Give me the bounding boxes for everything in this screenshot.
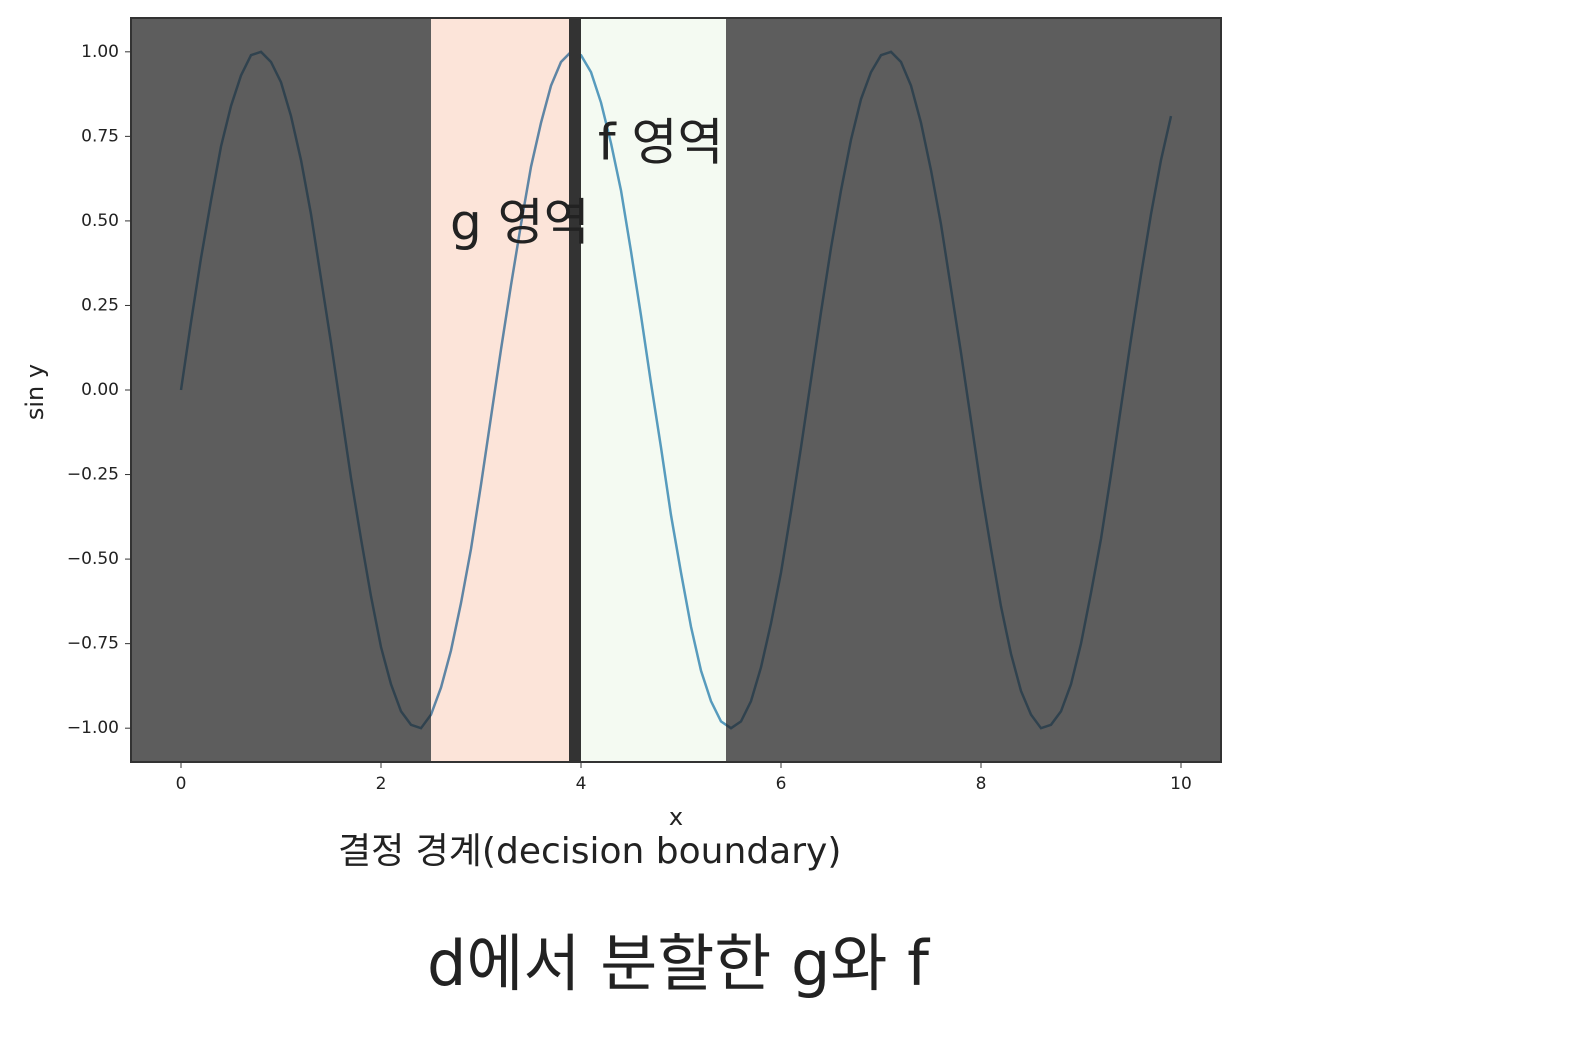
region bbox=[569, 18, 581, 762]
x-axis-label: x bbox=[669, 803, 683, 831]
region-label: f 영역 bbox=[598, 114, 724, 172]
chart-title: d에서 분할한 g와 f bbox=[427, 927, 931, 1000]
outside-shade bbox=[131, 18, 431, 762]
y-tick-label: 0.75 bbox=[81, 126, 119, 146]
y-tick-label: 0.50 bbox=[81, 211, 119, 231]
region-label: 결정 경계(decision boundary) bbox=[338, 831, 841, 872]
x-tick-label: 10 bbox=[1170, 774, 1192, 794]
y-tick-label: −0.75 bbox=[67, 634, 119, 654]
x-tick-label: 8 bbox=[976, 774, 987, 794]
region bbox=[581, 18, 726, 762]
x-tick-label: 4 bbox=[576, 774, 587, 794]
y-tick-label: 0.25 bbox=[81, 295, 119, 315]
y-tick-label: −0.50 bbox=[67, 549, 119, 569]
y-tick-label: 0.00 bbox=[81, 380, 119, 400]
y-tick-label: −1.00 bbox=[67, 718, 119, 738]
x-tick-label: 6 bbox=[776, 774, 787, 794]
y-tick-label: 1.00 bbox=[81, 42, 119, 62]
x-tick-label: 2 bbox=[376, 774, 387, 794]
y-axis-label: sin y bbox=[21, 364, 49, 420]
region bbox=[431, 18, 569, 762]
x-tick-label: 0 bbox=[176, 774, 187, 794]
outside-shade bbox=[726, 18, 1221, 762]
y-tick-label: −0.25 bbox=[67, 465, 119, 485]
region-label: g 영역 bbox=[450, 194, 590, 252]
